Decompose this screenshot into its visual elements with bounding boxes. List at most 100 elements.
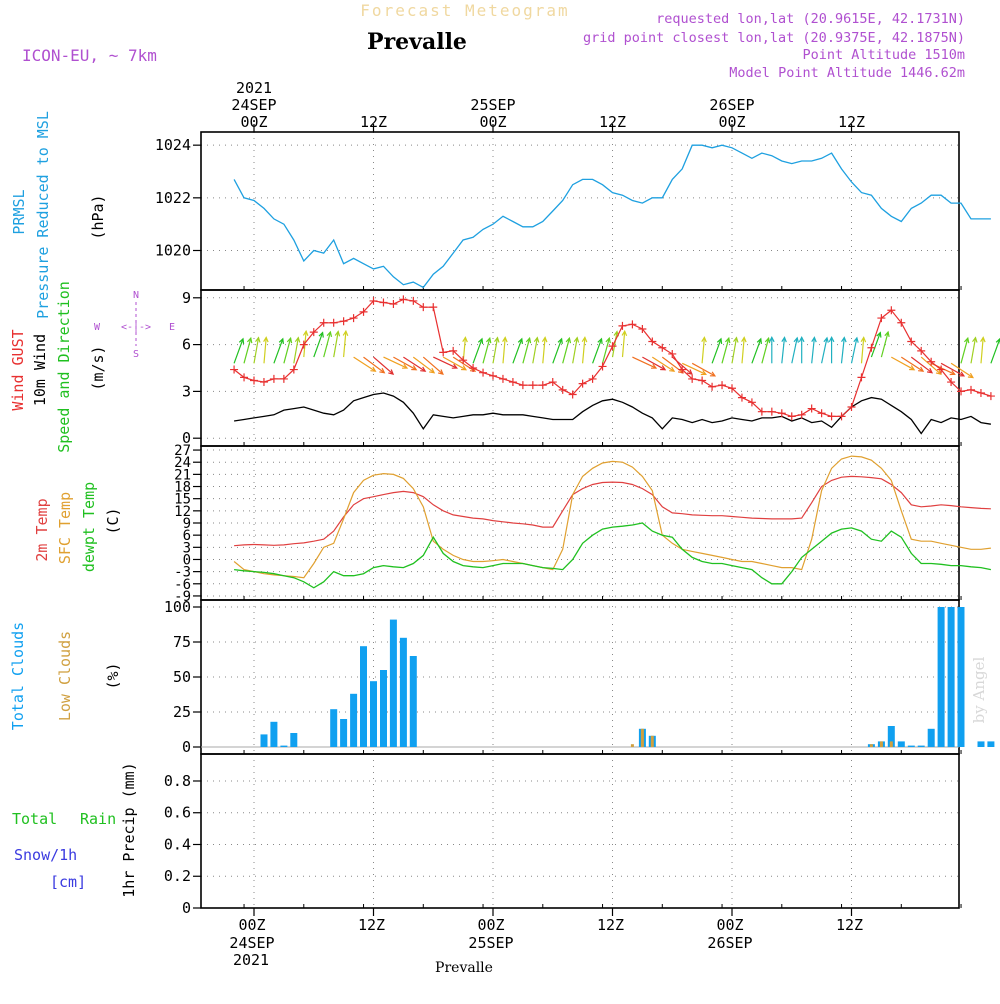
total-cloud-bar: [409, 656, 417, 747]
y-tick-label: 18: [174, 480, 191, 496]
wind-arrowhead: [342, 329, 349, 337]
total-cloud-bar: [380, 670, 387, 747]
gust-point: [528, 381, 537, 390]
wind-arrowhead: [370, 366, 377, 372]
gust-point: [927, 357, 936, 366]
y-tick-label: 0: [183, 552, 191, 568]
gust-point: [688, 374, 697, 383]
gust-point: [817, 409, 826, 418]
gust-point: [558, 385, 567, 394]
total-cloud-bar: [927, 728, 935, 747]
gust-point: [339, 317, 348, 326]
wind-arrow: [283, 338, 292, 364]
total-cloud-bar: [350, 693, 358, 747]
top-date-label: 26SEP: [709, 96, 754, 114]
top-time-label: 00Z: [479, 113, 506, 131]
wind-arrow: [353, 356, 376, 372]
wind-arrowhead: [411, 365, 418, 371]
gust-point: [608, 342, 617, 351]
wind-arrowhead: [781, 336, 787, 343]
wind-label: 10m Wind: [31, 334, 49, 406]
gust-point: [369, 296, 378, 305]
gust-point: [708, 382, 717, 391]
y-tick-label: 0.6: [164, 804, 191, 822]
wind-arrowhead: [769, 335, 775, 343]
sfc-temp-line: [233, 455, 991, 579]
gust-point: [967, 385, 975, 394]
bottom-date-label: 24SEP: [229, 934, 274, 952]
wind-arrowhead: [401, 363, 409, 369]
wind-arrowhead: [980, 336, 986, 343]
wind-arrowhead: [246, 336, 253, 344]
wind-arrowhead: [278, 337, 284, 344]
wind-arrow: [741, 337, 745, 364]
wind-arrowhead: [716, 337, 723, 344]
wind-arrow: [542, 337, 546, 364]
total-cloud-bar: [917, 745, 925, 747]
top-time-label: 00Z: [240, 113, 267, 131]
gust-point: [917, 346, 926, 355]
gust-point: [309, 328, 318, 337]
panel-frame: [200, 131, 960, 291]
wind-arrow: [621, 331, 626, 358]
wind-direction-arrows: [233, 329, 1000, 379]
wind-arrow: [383, 356, 408, 369]
total-cloud-bar: [330, 709, 338, 747]
wind-arrowhead: [669, 366, 676, 372]
gust-point: [459, 356, 468, 365]
compass-rose-icon: N S W E <-|->: [94, 290, 175, 360]
prmsl-line: [233, 144, 991, 289]
gust-point: [678, 365, 687, 374]
panel-4: 0 25 50 75 100: [164, 598, 995, 756]
panel-frame: [200, 289, 960, 447]
pressure-unit: (hPa): [89, 194, 107, 239]
wind-arrow: [562, 338, 570, 364]
gust-point: [887, 306, 896, 315]
svg-text:W: W: [94, 322, 101, 333]
wind-arrow: [492, 337, 499, 364]
gust-point: [777, 409, 786, 418]
wind-arrowhead: [927, 367, 934, 374]
y-tick-label: -3: [174, 565, 191, 581]
wind-arrowhead: [263, 336, 269, 343]
wind-arrowhead: [700, 370, 708, 376]
wind-arrow: [582, 337, 586, 364]
wind-arrow: [761, 338, 770, 364]
bottom-time-label: 00Z: [716, 916, 743, 934]
wind-arrow: [323, 331, 331, 358]
wind-arrow: [433, 356, 458, 369]
wind-arrowhead: [460, 365, 468, 371]
gust-point: [449, 346, 458, 355]
gust-point: [638, 325, 647, 333]
dewpt-label: dewpt Temp: [80, 482, 98, 572]
credit-label: by Angel: [970, 656, 988, 723]
gust-point: [698, 376, 707, 385]
gridpoint-coords: grid point closest lon,lat (20.9375E, 42…: [583, 30, 965, 46]
low-cloud-bar: [640, 728, 644, 747]
y-tick-label: 6: [183, 528, 191, 544]
y-tick-label: 24: [174, 455, 191, 471]
wind-arrowhead: [485, 336, 492, 344]
y-tick-label: 50: [173, 668, 191, 686]
y-tick-label: 75: [173, 633, 191, 651]
temp2m-line: [234, 475, 991, 547]
wind-arrow: [522, 338, 531, 364]
gust-point: [668, 349, 677, 358]
wind-arrowhead: [502, 336, 508, 343]
gust-point: [797, 410, 806, 419]
wind-arrowhead: [420, 366, 427, 372]
total-cloud-bar: [389, 619, 397, 747]
wind-arrowhead: [686, 369, 693, 375]
gust-point: [907, 337, 916, 346]
wind-arrow: [601, 338, 610, 364]
wind-arrowhead: [557, 337, 563, 344]
wind-arrow: [263, 337, 267, 364]
bottom-date-label: 26SEP: [707, 934, 752, 952]
wind-arrowhead: [429, 367, 436, 374]
gust-point: [508, 378, 517, 387]
gust-point: [976, 388, 985, 397]
model-altitude: Model Point Altitude 1446.62m: [729, 65, 965, 81]
wind-arrow: [781, 337, 786, 364]
wind-arrowhead: [437, 369, 444, 375]
